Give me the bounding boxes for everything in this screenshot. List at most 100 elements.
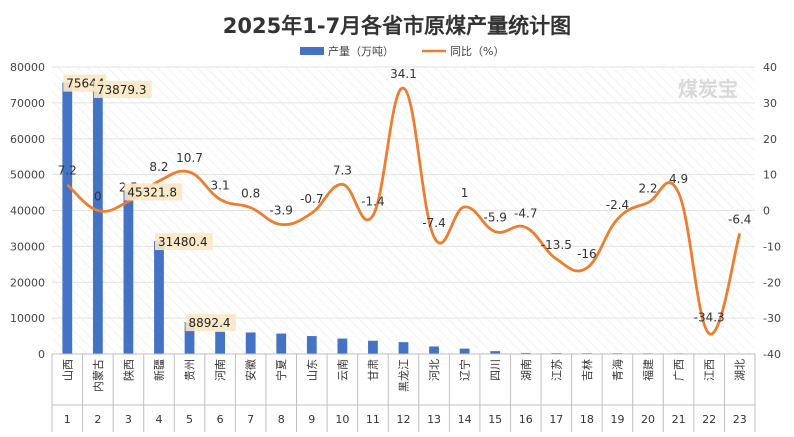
bar-label-3: 45321.8 bbox=[127, 185, 177, 199]
left-tick-label: 70000 bbox=[10, 97, 45, 110]
bar-label-2: 73879.3 bbox=[97, 83, 147, 97]
index-label-16: 16 bbox=[519, 413, 533, 426]
yoy-label-16: -4.7 bbox=[514, 206, 537, 220]
category-label-5: 贵州 bbox=[184, 359, 197, 381]
index-label-12: 12 bbox=[397, 413, 411, 426]
index-label-19: 19 bbox=[610, 413, 624, 426]
index-label-21: 21 bbox=[672, 413, 686, 426]
bar-4 bbox=[154, 241, 164, 354]
category-table: 山西 1 内蒙古 2 陕西 3 新疆 4 贵州 5 河南 6 安徽 7 宁夏 8 山东 9 云南 10 甘肃 11 黑龙江 1… bbox=[51, 353, 756, 432]
category-label-17: 江苏 bbox=[550, 359, 563, 381]
index-label-18: 18 bbox=[580, 413, 594, 426]
left-y-axis: 0 10000 20000 30000 40000 50000 60000 70000 8000… bbox=[10, 61, 45, 361]
yoy-label-4: 8.2 bbox=[149, 160, 168, 174]
category-label-22: 江西 bbox=[703, 359, 716, 381]
left-tick-label: 50000 bbox=[10, 169, 45, 182]
category-label-20: 福建 bbox=[641, 359, 655, 381]
index-label-14: 14 bbox=[458, 413, 472, 426]
yoy-label-1: 7.2 bbox=[58, 164, 77, 178]
category-label-6: 河南 bbox=[214, 359, 227, 381]
bar-12 bbox=[398, 342, 409, 354]
left-tick-label: 80000 bbox=[10, 61, 45, 74]
bar-14 bbox=[459, 348, 470, 354]
bar-3 bbox=[123, 191, 134, 354]
right-tick-label: -10 bbox=[763, 240, 781, 253]
bar-1 bbox=[62, 82, 73, 355]
category-label-15: 四川 bbox=[489, 359, 502, 381]
yoy-label-23: -6.4 bbox=[728, 212, 751, 226]
watermark-logo: 煤炭宝 bbox=[678, 77, 738, 101]
legend-line-label: 同比（%） bbox=[450, 45, 504, 58]
right-tick-label: -20 bbox=[763, 276, 781, 289]
category-label-18: 吉林 bbox=[580, 359, 594, 381]
legend: 产量（万吨） 同比（%） bbox=[300, 44, 504, 58]
category-label-13: 河北 bbox=[428, 359, 441, 381]
category-label-2: 内蒙古 bbox=[91, 359, 105, 392]
yoy-label-21: 4.9 bbox=[669, 172, 688, 186]
bar-label-bg-5 bbox=[185, 314, 236, 332]
yoy-label-2: 0 bbox=[94, 190, 102, 204]
data-labels: 7.202.58.210.73.10.8-3.9-0.77.3-1.434.1-… bbox=[58, 67, 751, 332]
index-label-3: 3 bbox=[125, 413, 132, 426]
legend-bar-swatch bbox=[300, 47, 324, 55]
category-label-9: 山东 bbox=[306, 359, 319, 381]
left-tick-label: 20000 bbox=[10, 276, 45, 289]
index-label-10: 10 bbox=[335, 413, 349, 426]
yoy-label-8: -3.9 bbox=[270, 203, 293, 217]
right-tick-label: 40 bbox=[763, 61, 777, 74]
left-tick-label: 0 bbox=[38, 348, 45, 361]
bar-13 bbox=[429, 346, 439, 354]
category-label-19: 青海 bbox=[610, 359, 624, 381]
category-label-21: 广西 bbox=[673, 359, 686, 381]
yoy-label-13: -7.4 bbox=[422, 216, 445, 230]
index-label-9: 9 bbox=[308, 413, 315, 426]
category-label-16: 湖南 bbox=[520, 359, 533, 381]
index-label-11: 11 bbox=[366, 413, 380, 426]
bar-8 bbox=[276, 333, 287, 354]
yoy-label-11: -1.4 bbox=[361, 195, 384, 209]
index-label-13: 13 bbox=[427, 413, 441, 426]
yoy-label-12: 34.1 bbox=[390, 67, 417, 81]
bar-label-5: 8892.4 bbox=[189, 316, 231, 330]
category-label-1: 山西 bbox=[61, 359, 74, 381]
bar-15 bbox=[490, 351, 501, 354]
yoy-label-15: -5.9 bbox=[483, 211, 506, 225]
bar-label-bg-4 bbox=[154, 233, 213, 251]
bar-series bbox=[62, 82, 745, 355]
right-tick-label: 0 bbox=[763, 205, 770, 218]
index-label-5: 5 bbox=[186, 413, 193, 426]
left-tick-label: 10000 bbox=[10, 312, 45, 325]
bar-11 bbox=[368, 340, 378, 354]
yoy-label-17: -13.5 bbox=[541, 238, 572, 252]
index-label-4: 4 bbox=[155, 413, 162, 426]
bar-2 bbox=[92, 88, 103, 354]
category-label-4: 新疆 bbox=[152, 359, 166, 381]
category-label-23: 湖北 bbox=[734, 359, 747, 381]
left-tick-label: 30000 bbox=[10, 240, 45, 253]
yoy-label-19: -2.4 bbox=[606, 198, 629, 212]
left-tick-label: 40000 bbox=[10, 205, 45, 218]
category-label-7: 安徽 bbox=[244, 359, 258, 381]
index-label-15: 15 bbox=[488, 413, 502, 426]
index-label-1: 1 bbox=[64, 413, 71, 426]
yoy-label-22: -34.3 bbox=[694, 311, 725, 325]
index-label-7: 7 bbox=[247, 413, 254, 426]
category-label-10: 云南 bbox=[336, 359, 349, 381]
right-y-axis: -40 -30 -20 -10 0 10 20 30 40 bbox=[763, 61, 781, 361]
bar-10 bbox=[337, 338, 348, 354]
line-series bbox=[66, 86, 742, 336]
right-tick-label: 20 bbox=[763, 133, 777, 146]
left-tick-label: 60000 bbox=[10, 133, 45, 146]
bar-label-bg-3 bbox=[124, 183, 183, 201]
bar-9 bbox=[306, 336, 317, 354]
bar-16 bbox=[520, 352, 531, 354]
index-label-6: 6 bbox=[217, 413, 224, 426]
bar-label-4: 31480.4 bbox=[158, 235, 208, 249]
index-label-2: 2 bbox=[94, 413, 101, 426]
bar-6 bbox=[215, 331, 225, 354]
yoy-label-6: 3.1 bbox=[211, 178, 230, 192]
category-label-11: 甘肃 bbox=[367, 359, 380, 381]
right-tick-label: 30 bbox=[763, 97, 777, 110]
